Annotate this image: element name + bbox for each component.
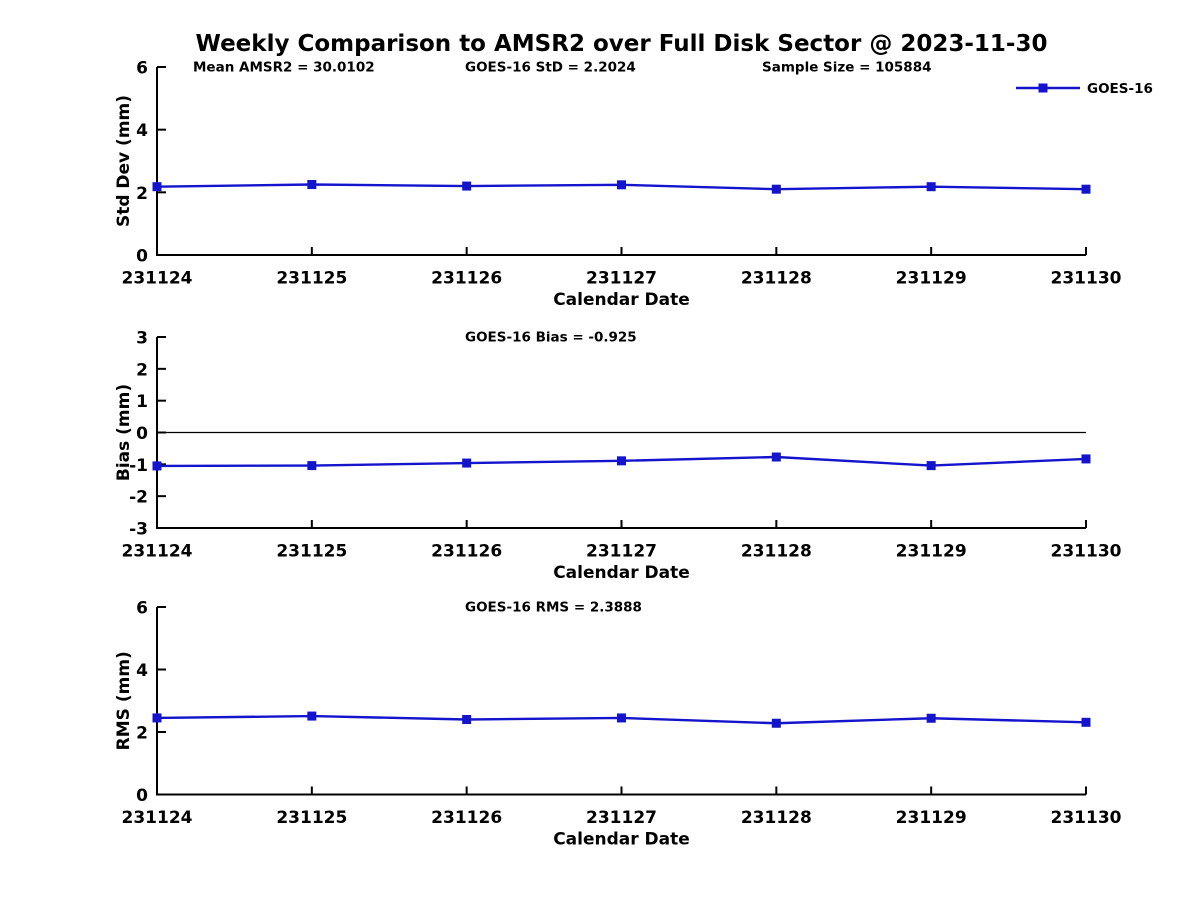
- figure-title: Weekly Comparison to AMSR2 over Full Dis…: [195, 31, 1048, 57]
- y-tick-label: -3: [129, 520, 148, 540]
- x-tick-label: 231127: [586, 542, 657, 562]
- x-tick-label: 231129: [896, 542, 967, 562]
- x-tick-label: 231125: [276, 269, 347, 289]
- series-marker: [307, 461, 317, 471]
- series-marker: [462, 715, 472, 724]
- x-axis-label: Calendar Date: [553, 830, 690, 850]
- x-tick-label: 231130: [1051, 808, 1122, 828]
- subplot-annotation: GOES-16 RMS = 2.3888: [465, 600, 642, 616]
- series-marker: [307, 180, 317, 189]
- series-marker: [152, 182, 162, 192]
- y-tick-label: 1: [136, 392, 148, 412]
- x-tick-label: 231126: [431, 542, 502, 562]
- x-tick-label: 231130: [1051, 542, 1122, 562]
- y-tick-label: 0: [136, 247, 148, 267]
- x-tick-label: 231124: [122, 269, 193, 289]
- x-tick-label: 231124: [122, 542, 193, 562]
- series-marker: [152, 461, 162, 471]
- x-tick-label: 231127: [586, 808, 657, 828]
- y-axis-label: RMS (mm): [114, 651, 134, 750]
- y-tick-label: 6: [136, 599, 148, 619]
- y-tick-label: 6: [136, 59, 148, 79]
- y-tick-label: 0: [136, 786, 148, 806]
- y-axis-label: Std Dev (mm): [114, 95, 134, 227]
- series-marker: [926, 461, 936, 471]
- series-marker: [1081, 454, 1091, 464]
- x-axis-label: Calendar Date: [553, 563, 690, 583]
- x-tick-label: 231129: [896, 808, 967, 828]
- axes: [156, 607, 1086, 796]
- subplot-std-dev: 0 2 4 6 231124 231125 231126 231127 231128 231129…: [114, 59, 1153, 311]
- series-marker: [1081, 184, 1091, 194]
- series-marker: [771, 452, 781, 462]
- x-tick-label: 231130: [1051, 269, 1122, 289]
- y-axis-label: Bias (mm): [114, 384, 134, 481]
- x-tick-label: 231125: [276, 542, 347, 562]
- subplot-annotation: GOES-16 Bias = -0.925: [465, 330, 637, 346]
- series-marker: [617, 180, 626, 190]
- y-tick-label: 2: [136, 724, 148, 744]
- y-tick-label: -2: [129, 488, 148, 508]
- legend-marker: [1038, 83, 1048, 93]
- series-marker: [1081, 717, 1091, 727]
- series-marker: [152, 713, 162, 723]
- axes: [156, 67, 1086, 256]
- series-marker: [771, 184, 781, 194]
- x-tick-label: 231128: [741, 808, 812, 828]
- x-tick-label: 231125: [276, 808, 347, 828]
- series-marker: [617, 456, 626, 466]
- y-tick-label: 0: [136, 424, 148, 444]
- x-axis-label: Calendar Date: [553, 290, 690, 310]
- legend-label: GOES-16: [1087, 81, 1153, 97]
- x-tick-label: 231129: [896, 269, 967, 289]
- series-marker: [462, 181, 472, 191]
- x-tick-label: 231128: [741, 542, 812, 562]
- series-marker: [926, 182, 936, 192]
- series-marker: [617, 713, 626, 723]
- subplot-bias: -3 -2 -1 0 1 2 3 231124 231125 231126 231127 231128…: [114, 329, 1122, 584]
- x-tick-label: 231128: [741, 269, 812, 289]
- y-tick-label: 4: [136, 121, 148, 141]
- subplot-rms: 0 2 4 6 231124 231125 231126 231127 231128 231129…: [114, 599, 1122, 850]
- y-tick-label: -1: [129, 456, 148, 476]
- y-tick-label: 3: [136, 329, 148, 349]
- subplot-annotation: Mean AMSR2 = 30.0102: [193, 60, 375, 76]
- series-marker: [926, 713, 936, 723]
- y-tick-label: 2: [136, 184, 148, 204]
- subplot-annotation: GOES-16 StD = 2.2024: [465, 60, 636, 76]
- subplot-annotation: Sample Size = 105884: [762, 60, 931, 76]
- y-tick-label: 2: [136, 360, 148, 380]
- x-tick-label: 231126: [431, 269, 502, 289]
- legend: GOES-16: [1016, 81, 1153, 97]
- x-tick-label: 231124: [122, 808, 193, 828]
- series-marker: [307, 711, 317, 721]
- series-marker: [771, 718, 781, 728]
- x-tick-label: 231126: [431, 808, 502, 828]
- y-tick-label: 4: [136, 661, 148, 681]
- x-tick-label: 231127: [586, 269, 657, 289]
- series-marker: [462, 458, 472, 468]
